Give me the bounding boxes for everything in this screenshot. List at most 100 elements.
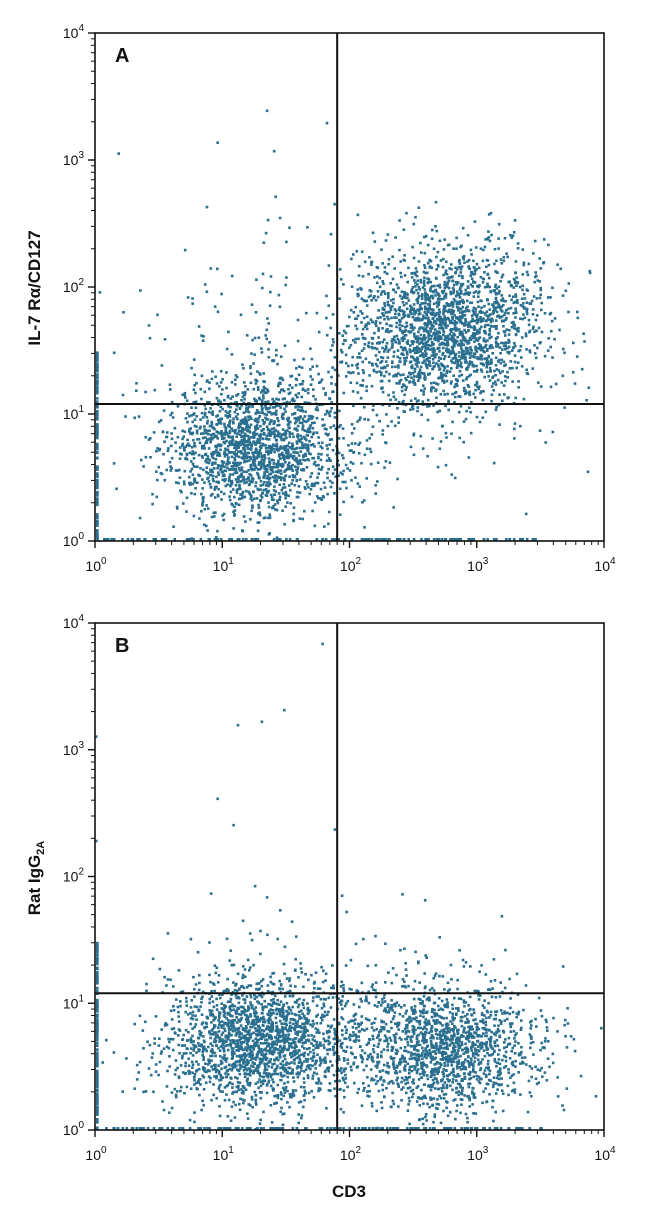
event-point bbox=[456, 291, 459, 294]
event-point bbox=[507, 376, 510, 379]
event-point bbox=[420, 414, 423, 417]
event-point bbox=[429, 330, 432, 333]
event-point bbox=[459, 246, 462, 249]
event-point bbox=[220, 293, 223, 296]
event-point bbox=[236, 491, 239, 494]
event-point bbox=[416, 400, 419, 403]
event-point bbox=[456, 380, 459, 383]
event-point bbox=[480, 358, 483, 361]
event-point bbox=[193, 479, 196, 482]
event-point bbox=[262, 273, 265, 276]
event-point bbox=[267, 322, 270, 325]
event-point bbox=[385, 442, 388, 445]
event-point bbox=[185, 510, 188, 513]
event-point bbox=[262, 394, 265, 397]
event-point bbox=[307, 1074, 310, 1077]
event-point bbox=[484, 313, 487, 316]
event-point bbox=[414, 216, 417, 219]
event-point bbox=[388, 258, 391, 261]
event-point bbox=[427, 357, 430, 360]
event-point bbox=[319, 1056, 322, 1059]
event-point bbox=[423, 334, 426, 337]
event-point bbox=[401, 290, 404, 293]
event-point bbox=[415, 289, 418, 292]
event-point bbox=[435, 268, 438, 271]
event-point bbox=[491, 385, 494, 388]
event-point bbox=[191, 297, 194, 300]
event-point bbox=[250, 448, 253, 451]
event-point bbox=[410, 376, 413, 379]
event-point bbox=[387, 263, 390, 266]
event-point bbox=[381, 262, 384, 265]
event-point bbox=[209, 1042, 212, 1045]
event-point bbox=[292, 519, 295, 522]
event-point bbox=[308, 415, 311, 418]
event-point bbox=[511, 349, 514, 352]
event-point bbox=[210, 1021, 213, 1024]
event-point bbox=[514, 271, 517, 274]
event-point bbox=[212, 453, 215, 456]
event-point bbox=[296, 473, 299, 476]
event-point bbox=[452, 247, 455, 250]
event-point bbox=[276, 363, 279, 366]
event-point bbox=[213, 467, 216, 470]
event-point bbox=[210, 494, 213, 497]
event-point bbox=[222, 519, 225, 522]
event-point bbox=[175, 469, 178, 472]
event-point bbox=[293, 506, 296, 509]
event-point bbox=[263, 381, 266, 384]
event-point bbox=[400, 346, 403, 349]
event-point bbox=[371, 342, 374, 345]
event-point bbox=[265, 338, 268, 341]
event-point bbox=[354, 442, 357, 445]
event-point bbox=[346, 1086, 349, 1089]
y-tick-label: 102 bbox=[63, 277, 85, 295]
event-point bbox=[444, 405, 447, 408]
event-point bbox=[248, 484, 251, 487]
x-tick-label: 104 bbox=[594, 556, 616, 574]
event-point bbox=[472, 260, 475, 263]
event-point bbox=[370, 318, 373, 321]
event-point bbox=[327, 1025, 330, 1028]
event-point bbox=[374, 492, 377, 495]
event-point bbox=[193, 412, 196, 415]
event-point bbox=[522, 273, 525, 276]
event-point bbox=[357, 391, 360, 394]
event-point bbox=[170, 469, 173, 472]
event-point bbox=[323, 525, 326, 528]
event-point bbox=[183, 483, 186, 486]
event-point bbox=[499, 346, 502, 349]
event-point bbox=[172, 416, 175, 419]
panel-a-points bbox=[96, 110, 591, 541]
event-point bbox=[423, 280, 426, 283]
event-point bbox=[433, 248, 436, 251]
event-point bbox=[552, 431, 555, 434]
event-point bbox=[471, 355, 474, 358]
event-point bbox=[520, 356, 523, 359]
event-point bbox=[470, 249, 473, 252]
event-point bbox=[194, 425, 197, 428]
event-point bbox=[223, 466, 226, 469]
event-point bbox=[381, 347, 384, 350]
event-point bbox=[465, 307, 468, 310]
event-point bbox=[216, 467, 219, 470]
event-point bbox=[231, 1105, 234, 1108]
event-point bbox=[326, 1049, 329, 1052]
event-point bbox=[312, 1023, 315, 1026]
event-point bbox=[315, 482, 318, 485]
event-point bbox=[217, 414, 220, 417]
event-point bbox=[474, 389, 477, 392]
event-point bbox=[258, 1078, 261, 1081]
event-point bbox=[450, 432, 453, 435]
event-point bbox=[229, 451, 232, 454]
event-point bbox=[521, 365, 524, 368]
event-point bbox=[276, 443, 279, 446]
event-point bbox=[455, 295, 458, 298]
event-point bbox=[539, 342, 542, 345]
event-point bbox=[208, 1009, 211, 1012]
event-point bbox=[386, 342, 389, 345]
event-point bbox=[532, 326, 535, 329]
event-point bbox=[249, 456, 252, 459]
event-point bbox=[96, 437, 99, 440]
event-point bbox=[219, 1115, 222, 1118]
